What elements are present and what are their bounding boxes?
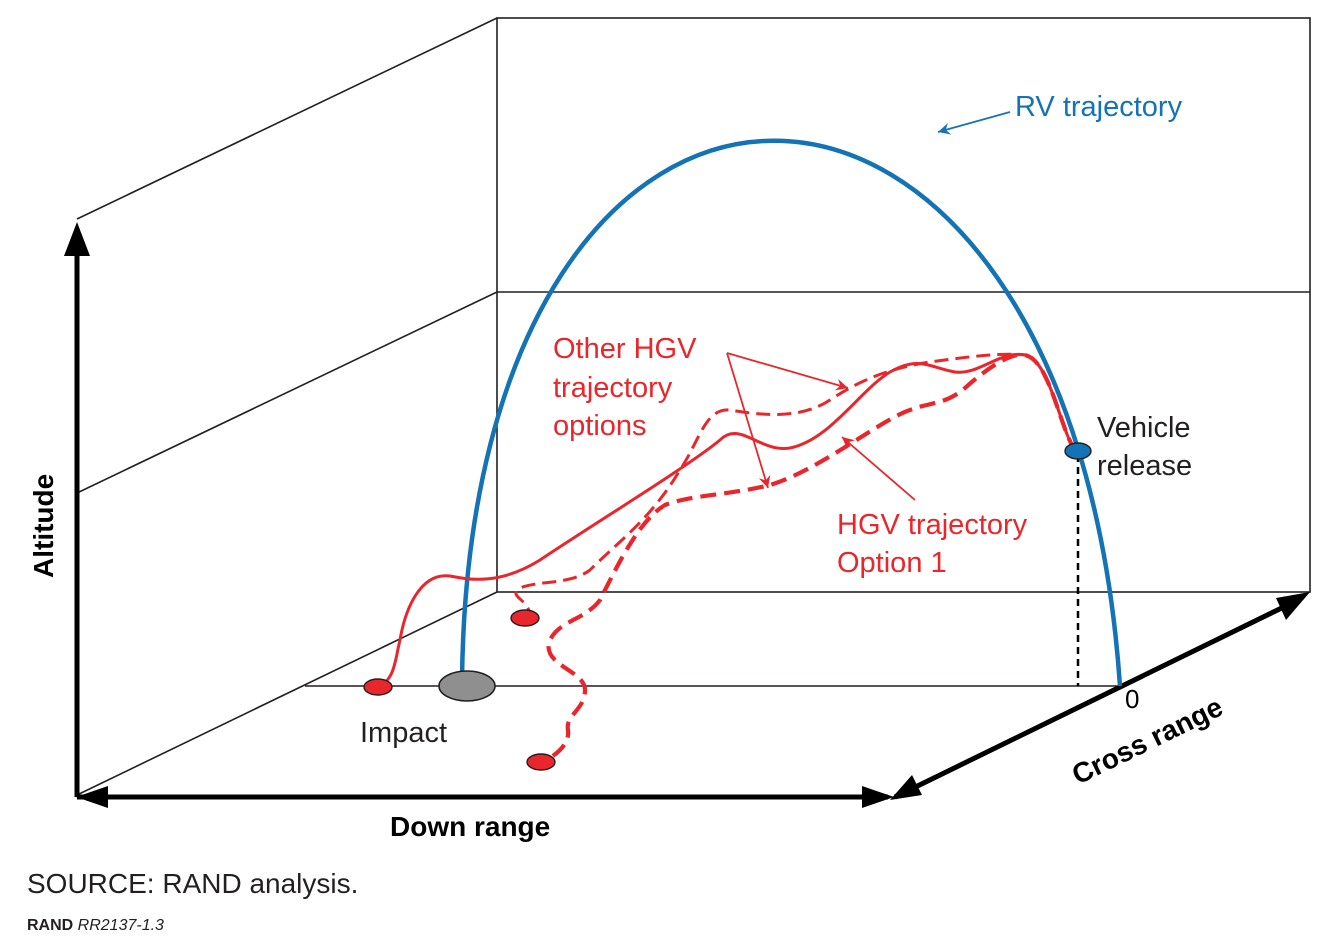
- vehicle-release-label-line2: release: [1097, 450, 1192, 482]
- hgv-impact-marker-3: [526, 753, 556, 771]
- down-range-left-arrowhead: [76, 786, 108, 808]
- altitude-label: Altitude: [28, 474, 59, 578]
- hgv-option1-label-line1: HGV trajectory: [837, 509, 1028, 541]
- hgv-dashed-option-a: [514, 352, 1078, 618]
- other-hgv-leader-a: [726, 352, 849, 391]
- other-hgv-label-line2: trajectory: [553, 372, 673, 404]
- axis-arrowheads: [64, 222, 1310, 808]
- hgv-dashed-option-b: [542, 352, 1078, 764]
- source-note: SOURCE: RAND analysis.: [27, 868, 359, 899]
- credit-id: RR2137-1.3: [77, 917, 164, 934]
- rv-impact-marker: [438, 670, 496, 702]
- cross-range-zero-label: 0: [1125, 684, 1139, 714]
- cross-range-label: Cross range: [1067, 691, 1227, 790]
- other-hgv-label-line3: options: [553, 410, 647, 442]
- other-hgv-leader-b: [726, 352, 771, 489]
- altitude-arrowhead: [64, 222, 90, 256]
- figure-credit: RAND RR2137-1.3: [27, 917, 164, 935]
- impact-label: Impact: [360, 717, 447, 749]
- leader-arrows: [726, 111, 1011, 501]
- hgv-option1-leader: [841, 436, 916, 501]
- rv-label-leader: [937, 111, 1011, 135]
- credit-org: RAND: [27, 917, 74, 934]
- down-range-right-arrowhead: [862, 786, 894, 808]
- rv-trajectory-curve: [459, 138, 1123, 687]
- hgv-impact-marker-2: [510, 609, 540, 627]
- cross-range-start-arrowhead: [890, 775, 922, 800]
- markers: [363, 442, 1092, 771]
- hgv-impact-marker-1: [363, 678, 393, 696]
- vehicle-release-label-line1: Vehicle: [1097, 412, 1191, 444]
- other-hgv-label-line1: Other HGV: [553, 333, 697, 365]
- hgv-option1-label-line2: Option 1: [837, 547, 947, 579]
- box-frame: [76, 17, 1311, 796]
- down-range-label: Down range: [390, 811, 550, 842]
- cross-range-axis: [893, 597, 1300, 800]
- vehicle-release-marker: [1064, 442, 1092, 460]
- cross-range-end-arrowhead: [1276, 592, 1310, 620]
- rv-trajectory-label: RV trajectory: [1015, 91, 1183, 123]
- axes: [74, 250, 1300, 800]
- hgv-trajectories: [377, 352, 1078, 764]
- hgv-option1-trajectory: [377, 352, 1078, 689]
